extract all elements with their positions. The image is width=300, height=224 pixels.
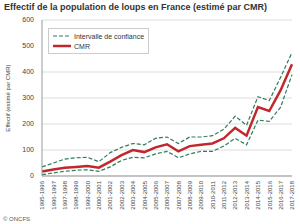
svg-text:2002-2003: 2002-2003 [119, 180, 125, 209]
svg-text:1995-1996: 1995-1996 [39, 180, 45, 209]
svg-text:2000-2001: 2000-2001 [96, 180, 102, 209]
html-text:CMR: CMR [74, 42, 90, 50]
svg-text:2007-2008: 2007-2008 [176, 180, 182, 209]
svg-text:2003-2004: 2003-2004 [130, 180, 136, 209]
svg-text:1999-2000: 1999-2000 [85, 180, 91, 209]
svg-text:2005-2006: 2005-2006 [153, 180, 159, 209]
svg-text:2001-2002: 2001-2002 [107, 180, 113, 209]
svg-text:1997-1998: 1997-1998 [62, 180, 68, 209]
svg-text:2017-2018: 2017-2018 [289, 180, 292, 209]
svg-text:2012-2013: 2012-2013 [232, 180, 238, 209]
svg-text:2004-2005: 2004-2005 [142, 180, 148, 209]
html-text:Effectif de la population de l: Effectif de la population de loups en Fr… [4, 2, 267, 12]
svg-text:0: 0 [30, 172, 34, 179]
svg-text:2006-2007: 2006-2007 [164, 180, 170, 209]
svg-text:100: 100 [22, 146, 34, 153]
svg-text:2008-2009: 2008-2009 [187, 180, 193, 209]
svg-text:2009-2010: 2009-2010 [198, 180, 204, 209]
svg-text:400: 400 [22, 68, 34, 75]
html-text:© ONCFS: © ONCFS [3, 216, 31, 222]
html-text:Intervalle de confiance: Intervalle de confiance [74, 32, 144, 40]
svg-text:2011-2012: 2011-2012 [221, 180, 227, 209]
svg-text:2013-2014: 2013-2014 [244, 180, 250, 209]
svg-text:2016-2017: 2016-2017 [278, 180, 284, 209]
svg-text:2010-2011: 2010-2011 [210, 180, 216, 209]
svg-text:500: 500 [22, 42, 34, 49]
svg-text:600: 600 [22, 16, 34, 23]
svg-text:300: 300 [22, 94, 34, 101]
svg-text:1996-1997: 1996-1997 [51, 180, 57, 209]
svg-text:200: 200 [22, 120, 34, 127]
svg-text:2015-2016: 2015-2016 [267, 180, 273, 209]
svg-text:2014-2015: 2014-2015 [255, 180, 261, 209]
svg-text:1998-1999: 1998-1999 [73, 180, 79, 209]
svg-text:Effectif (estimé par CMR): Effectif (estimé par CMR) [8, 64, 11, 131]
